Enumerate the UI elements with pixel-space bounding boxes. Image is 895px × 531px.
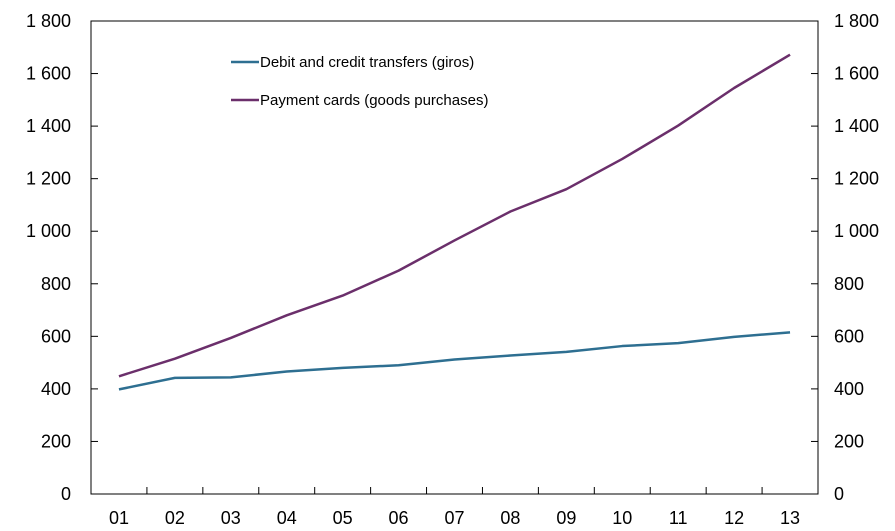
y-tick-label-right: 0: [834, 484, 844, 504]
series-line-1: [118, 331, 791, 391]
x-tick-label: 09: [556, 508, 576, 528]
y-tick-label-right: 800: [834, 274, 864, 294]
y-tick-label-right: 200: [834, 431, 864, 451]
y-tick-label-right: 600: [834, 326, 864, 346]
x-tick-label: 07: [444, 508, 464, 528]
x-tick-label: 10: [612, 508, 632, 528]
x-tick-label: 08: [500, 508, 520, 528]
y-tick-label-right: 400: [834, 379, 864, 399]
y-tick-label-left: 600: [41, 326, 71, 346]
y-tick-label-left: 200: [41, 431, 71, 451]
chart-axes: 0 0 200 200 400 400 600 600 800 800 1 000 1 000 1 20…: [26, 11, 879, 528]
legend-label-2: Payment cards (goods purchases): [260, 92, 488, 109]
y-tick-label-left: 1 600: [26, 64, 71, 84]
y-tick-label-right: 1 200: [834, 169, 879, 189]
y-tick-label-right: 1 000: [834, 221, 879, 241]
y-tick-label-left: 1 800: [26, 11, 71, 31]
x-tick-label: 13: [780, 508, 800, 528]
y-tick-label-left: 0: [61, 484, 71, 504]
y-tick-label-right: 1 400: [834, 116, 879, 136]
legend-label-1: Debit and credit transfers (giros): [260, 54, 474, 71]
x-tick-label: 05: [333, 508, 353, 528]
series-line-2: [118, 53, 791, 378]
y-tick-label-left: 800: [41, 274, 71, 294]
plot-frame: [90, 20, 819, 495]
y-tick-label-left: 1 200: [26, 169, 71, 189]
x-tick-label: 12: [724, 508, 744, 528]
x-tick-label: 06: [389, 508, 409, 528]
chart-series: [118, 53, 791, 391]
y-tick-label-left: 1 400: [26, 116, 71, 136]
y-tick-label-right: 1 600: [834, 64, 879, 84]
x-tick-label: 04: [277, 508, 297, 528]
y-tick-label-left: 400: [41, 379, 71, 399]
x-tick-label: 01: [109, 508, 129, 528]
x-tick-label: 11: [669, 508, 688, 528]
x-tick-label: 02: [165, 508, 185, 528]
x-tick-label: 03: [221, 508, 241, 528]
chart-legend: Debit and credit transfers (giros) Paymen…: [231, 54, 488, 109]
y-tick-label-left: 1 000: [26, 221, 71, 241]
y-tick-label-right: 1 800: [834, 11, 879, 31]
